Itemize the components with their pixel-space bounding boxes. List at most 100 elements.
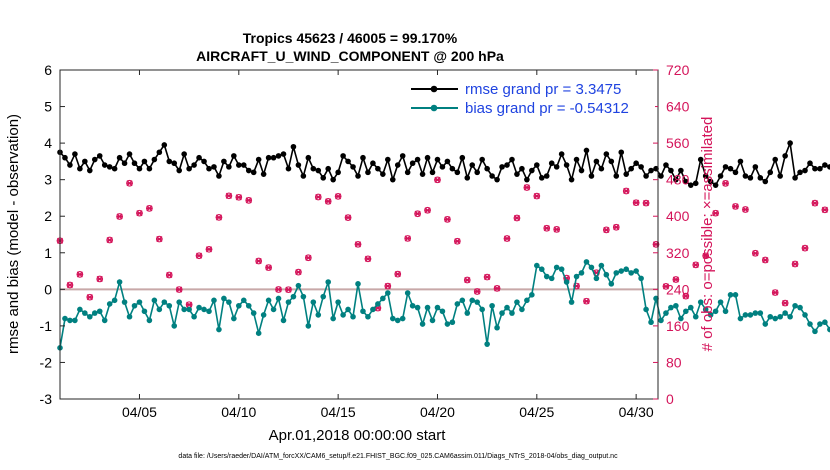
bias-point: [568, 299, 575, 305]
rmse-point: [812, 165, 818, 172]
rmse-point: [409, 160, 416, 167]
rmse-point: [295, 162, 302, 168]
rmse-point: [389, 176, 396, 183]
obs-assimilated-marker: [66, 281, 74, 289]
rmse-point: [255, 156, 262, 163]
rmse-point: [697, 156, 704, 163]
rmse-point: [638, 164, 644, 170]
bias-point: [330, 315, 336, 322]
obs-assimilated-marker: [354, 241, 362, 248]
rmse-point: [663, 162, 669, 168]
rmse-point: [161, 142, 168, 148]
rmse-point: [727, 165, 734, 172]
bias-point: [454, 301, 461, 307]
rmse-point: [404, 169, 411, 176]
bias-point: [757, 310, 764, 316]
rmse-point: [151, 156, 158, 163]
rmse-point: [330, 176, 336, 183]
rmse-point: [762, 178, 769, 185]
rmse-point: [643, 173, 649, 179]
y-axis-right: 0 80 160 240 320 400 480 560 640 720: [653, 62, 690, 407]
obs-assimilated-marker: [384, 283, 392, 290]
bias-point: [598, 262, 605, 269]
bias-point: [106, 301, 113, 307]
rmse-point: [464, 175, 471, 181]
rmse-point: [221, 158, 227, 165]
obs-assimilated-marker: [126, 180, 133, 187]
rmse-point: [87, 167, 93, 174]
bias-point: [787, 313, 793, 320]
bias-point: [687, 304, 694, 311]
obs-assimilated-marker: [603, 226, 610, 233]
rmse-point: [275, 153, 282, 159]
obs-assimilated-marker: [474, 288, 481, 295]
bias-point: [653, 295, 659, 302]
rmse-point: [196, 154, 202, 161]
rmse-point: [538, 175, 545, 181]
obs-assimilated-marker: [315, 193, 322, 201]
bias-point: [543, 273, 550, 280]
obs-assimilated-marker: [176, 286, 183, 293]
bias-point: [742, 312, 749, 318]
rmse-point: [265, 154, 272, 161]
bias-point: [325, 279, 332, 285]
obs-assimilated-marker: [116, 213, 123, 220]
rmse-point: [171, 160, 178, 167]
rmse-point: [176, 167, 183, 174]
chart-title-line-2: AIRCRAFT_U_WIND_COMPONENT @ 200 hPa: [196, 48, 504, 64]
rmse-point: [817, 165, 823, 172]
obs-assimilated-marker: [344, 214, 352, 221]
rmse-point: [454, 169, 461, 176]
bias-point: [111, 297, 118, 304]
obs-assimilated-marker: [334, 193, 342, 200]
obs-assimilated-marker: [623, 187, 630, 195]
bias-point: [285, 299, 292, 305]
rmse-point: [82, 158, 88, 165]
rmse-point: [211, 164, 217, 170]
rmse-point: [231, 153, 237, 159]
bias-point: [668, 304, 674, 311]
bias-point: [315, 312, 322, 318]
obs-assimilated-marker: [295, 269, 302, 276]
rmse-point: [245, 167, 252, 174]
rmse-point: [380, 171, 386, 177]
rmse-point: [375, 165, 381, 172]
rmse-point: [653, 165, 659, 172]
obs-assimilated-marker: [692, 261, 699, 268]
bias-point: [802, 312, 808, 318]
obs-assimilated-marker: [533, 193, 541, 200]
rmse-point: [633, 160, 639, 167]
x-tick-label: 04/30: [619, 404, 654, 420]
bias-point: [822, 319, 828, 326]
y-right-tick-label: 720: [666, 62, 690, 78]
rmse-point: [394, 162, 401, 168]
legend-bias-label: bias grand pr = -0.54312: [465, 100, 629, 117]
y-right-tick-label: 240: [666, 281, 690, 297]
rmse-point: [777, 173, 783, 179]
rmse-point: [543, 173, 550, 179]
bias-point: [394, 317, 401, 324]
x-tick-label: 04/05: [122, 404, 157, 420]
rmse-point: [628, 165, 634, 172]
bias-point: [673, 302, 679, 309]
rmse-point: [658, 173, 664, 179]
plot-border: [59, 69, 659, 400]
rmse-point: [439, 164, 446, 170]
rmse-point: [101, 162, 108, 168]
legend-rmse-label: rmse grand pr = 3.3475: [465, 81, 621, 98]
rmse-point: [305, 154, 312, 161]
rmse-point: [593, 158, 600, 165]
rmse-point: [752, 164, 759, 170]
obs-assimilated-marker: [305, 254, 312, 261]
obs-assimilated-marker: [225, 192, 233, 199]
bias-point: [335, 299, 341, 305]
bias-point: [593, 275, 600, 282]
obs-assimilated-marker: [811, 200, 819, 207]
bias-point: [524, 297, 530, 304]
obs-assimilated-marker: [662, 283, 670, 290]
rmse-point: [702, 173, 709, 179]
rmse-point: [608, 158, 615, 165]
bias-point: [519, 306, 525, 313]
rmse-point: [340, 153, 346, 159]
rmse-point: [360, 154, 366, 161]
